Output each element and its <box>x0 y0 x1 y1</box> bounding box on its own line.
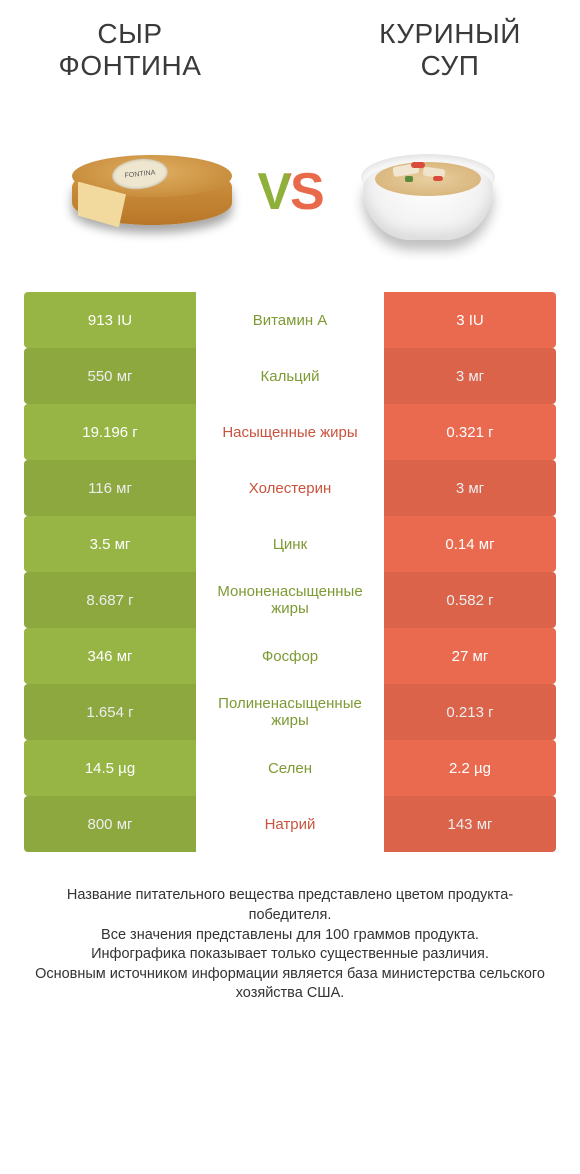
value-left: 19.196 г <box>24 404 196 460</box>
value-right: 0.582 г <box>384 572 556 628</box>
value-left: 550 мг <box>24 348 196 404</box>
table-row: 800 мгНатрий143 мг <box>24 796 556 852</box>
value-left: 3.5 мг <box>24 516 196 572</box>
infographic-root: Сыр Фонтина Куриный суп FONTINA VS 913 I… <box>0 0 580 1174</box>
title-left: Сыр Фонтина <box>30 18 230 82</box>
nutrient-label: Холестерин <box>196 460 384 516</box>
value-left: 14.5 µg <box>24 740 196 796</box>
footer-line: Название питательного вещества представл… <box>26 886 554 925</box>
footer-notes: Название питательного вещества представл… <box>20 886 560 1003</box>
value-left: 8.687 г <box>24 572 196 628</box>
value-right: 0.14 мг <box>384 516 556 572</box>
value-left: 346 мг <box>24 628 196 684</box>
nutrient-label: Цинк <box>196 516 384 572</box>
nutrient-label: Мононенасыщенные жиры <box>196 572 384 628</box>
table-row: 116 мгХолестерин3 мг <box>24 460 556 516</box>
value-right: 2.2 µg <box>384 740 556 796</box>
value-left: 913 IU <box>24 292 196 348</box>
nutrient-label: Натрий <box>196 796 384 852</box>
title-right: Куриный суп <box>350 18 550 82</box>
nutrient-label: Витамин A <box>196 292 384 348</box>
table-row: 346 мгФосфор27 мг <box>24 628 556 684</box>
value-right: 3 IU <box>384 292 556 348</box>
soup-illustration <box>353 132 503 252</box>
value-right: 27 мг <box>384 628 556 684</box>
footer-line: Инфографика показывает только существенн… <box>26 945 554 965</box>
footer-line: Основным источником информации является … <box>26 965 554 1004</box>
vs-row: FONTINA VS <box>20 122 560 262</box>
value-right: 0.321 г <box>384 404 556 460</box>
table-row: 19.196 гНасыщенные жиры0.321 г <box>24 404 556 460</box>
nutrient-label: Полиненасыщенные жиры <box>196 684 384 740</box>
value-left: 1.654 г <box>24 684 196 740</box>
value-right: 3 мг <box>384 460 556 516</box>
vs-label: VS <box>257 162 322 222</box>
nutrient-label: Кальций <box>196 348 384 404</box>
table-row: 3.5 мгЦинк0.14 мг <box>24 516 556 572</box>
value-left: 800 мг <box>24 796 196 852</box>
table-row: 14.5 µgСелен2.2 µg <box>24 740 556 796</box>
food-image-right <box>343 122 513 262</box>
table-row: 913 IUВитамин A3 IU <box>24 292 556 348</box>
value-right: 0.213 г <box>384 684 556 740</box>
food-image-left: FONTINA <box>67 122 237 262</box>
value-right: 143 мг <box>384 796 556 852</box>
table-row: 8.687 гМононенасыщенные жиры0.582 г <box>24 572 556 628</box>
comparison-table: 913 IUВитамин A3 IU550 мгКальций3 мг19.1… <box>24 292 556 852</box>
cheese-illustration: FONTINA <box>72 137 232 247</box>
table-row: 1.654 гПолиненасыщенные жиры0.213 г <box>24 684 556 740</box>
nutrient-label: Фосфор <box>196 628 384 684</box>
value-right: 3 мг <box>384 348 556 404</box>
footer-line: Все значения представлены для 100 граммо… <box>26 926 554 946</box>
nutrient-label: Селен <box>196 740 384 796</box>
nutrient-label: Насыщенные жиры <box>196 404 384 460</box>
table-row: 550 мгКальций3 мг <box>24 348 556 404</box>
value-left: 116 мг <box>24 460 196 516</box>
titles-row: Сыр Фонтина Куриный суп <box>20 18 560 92</box>
